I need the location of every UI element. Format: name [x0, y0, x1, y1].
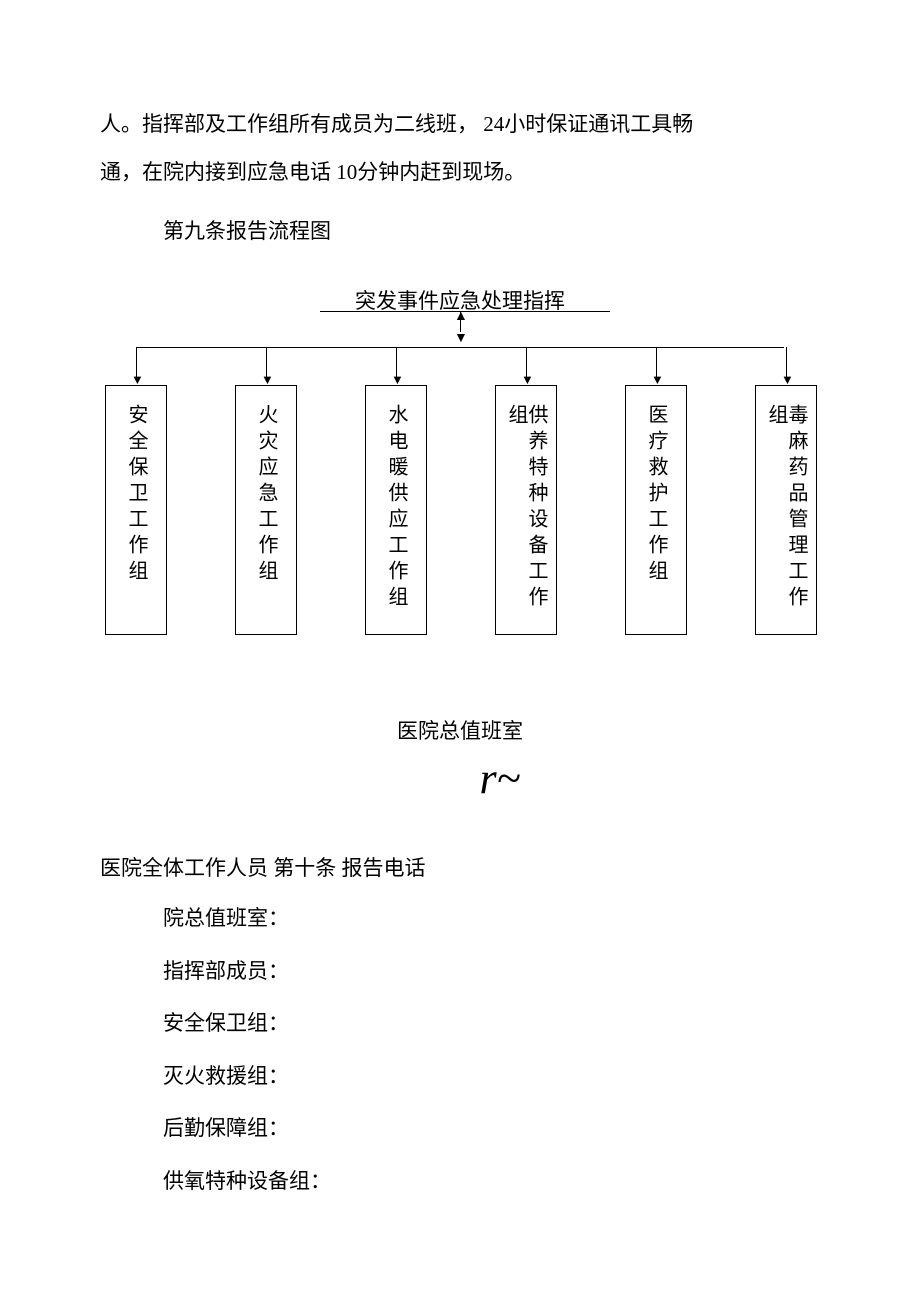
phone-line: 指挥部成员：: [100, 945, 820, 998]
flowchart-vstem: [460, 312, 461, 332]
flowchart-node-label: 医疗救护工作组: [646, 404, 666, 586]
phone-line: 灭火救援组：: [100, 1050, 820, 1103]
flowchart-node: 安全保卫工作组: [105, 385, 167, 635]
flowchart-node-label: 火灾应急工作组: [256, 404, 276, 586]
flowchart-node: 水电暖供应工作组: [365, 385, 427, 635]
paragraph-line-1: 人。指挥部及工作组所有成员为二线班， 24小时保证通讯工具畅: [100, 100, 820, 148]
flowchart-node-label: 毒麻药品管理工作组: [766, 404, 806, 634]
flowchart-node-label: 安全保卫工作组: [126, 404, 146, 586]
flowchart-node-label: 水电暖供应工作组: [386, 404, 406, 612]
flowchart-down-arrow-icon: ▼: [454, 331, 468, 347]
report-flowchart: 突发事件应急处理指挥 ▲ ▼ ▼安全保卫工作组▼火灾应急工作组▼水电暖供应工作组…: [100, 285, 820, 645]
flowchart-hbar: [136, 347, 784, 348]
phone-line: 供氧特种设备组：: [100, 1155, 820, 1208]
paragraph-line-2: 通，在院内接到应急电话 10分钟内赶到现场。: [100, 148, 820, 196]
flowchart-node: 供养特种设备工作组: [495, 385, 557, 635]
flowchart-node: 医疗救护工作组: [625, 385, 687, 635]
article-10-heading: 医院全体工作人员 第十条 报告电话: [100, 844, 820, 892]
phone-line: 后勤保障组：: [100, 1102, 820, 1155]
phone-line: 院总值班室：: [100, 892, 820, 945]
rtilde-glyph: r~: [100, 753, 820, 804]
flowchart-node: 毒麻药品管理工作组: [755, 385, 817, 635]
flowchart-node-label: 供养特种设备工作组: [506, 404, 546, 634]
phone-line: 安全保卫组：: [100, 997, 820, 1050]
article-9-heading: 第九条报告流程图: [100, 207, 820, 255]
flowchart-node: 火灾应急工作组: [235, 385, 297, 635]
duty-room-label: 医院总值班室: [100, 715, 820, 745]
